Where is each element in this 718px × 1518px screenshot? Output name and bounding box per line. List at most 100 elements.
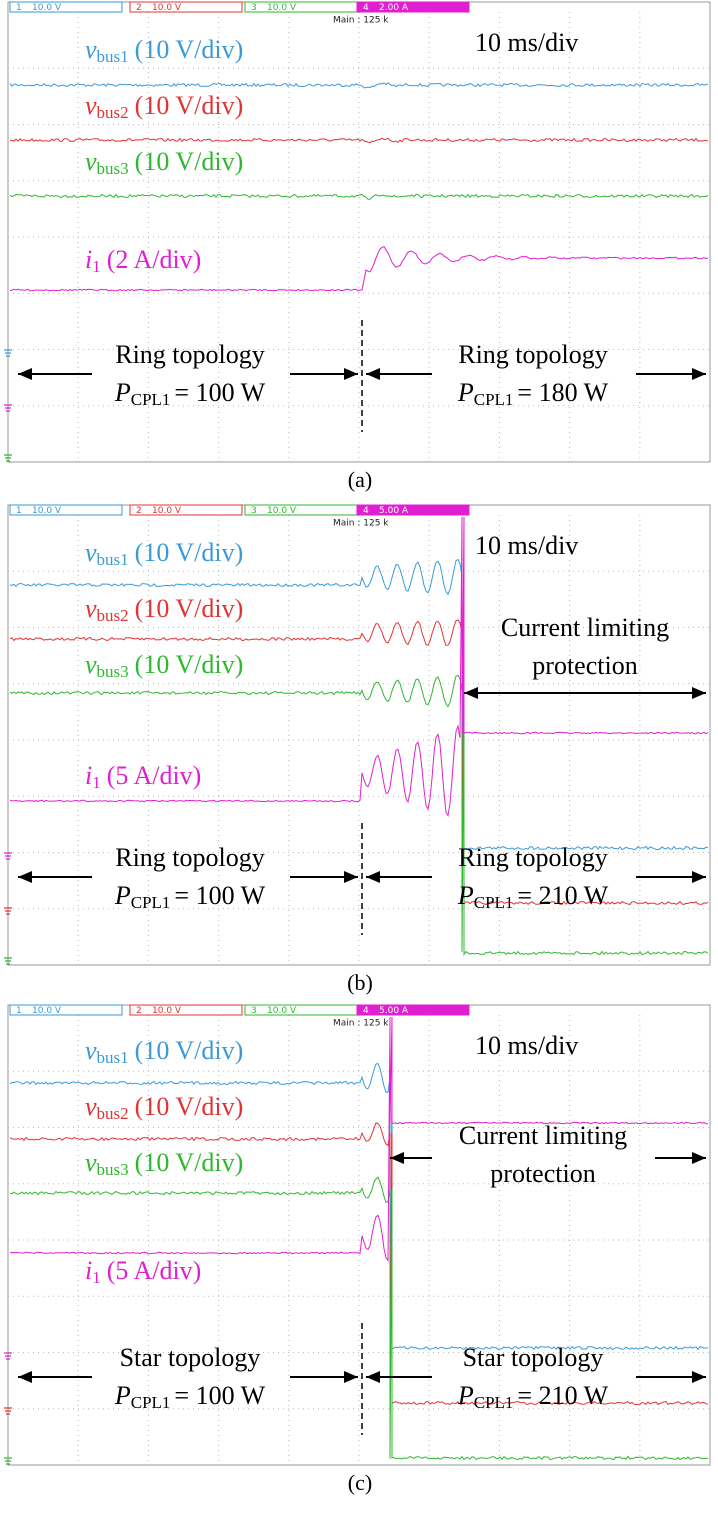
power-symbol: P xyxy=(457,1381,474,1410)
arrow-head xyxy=(344,1371,358,1383)
ground-marker xyxy=(4,907,12,915)
channel-scale: 10.0 V xyxy=(32,506,62,516)
ground-marker xyxy=(4,1407,12,1415)
scope-panel: 1 10.0 V 2 10.0 V 3 10.0 V 4 5.00 A Main : 125 k… xyxy=(4,1004,711,1495)
power-symbol: P xyxy=(457,378,474,407)
topology-label: Ring topology xyxy=(458,843,608,872)
trace-symbol: v xyxy=(85,1148,97,1177)
waveform xyxy=(9,193,709,200)
power-subscript: CPL1 xyxy=(131,390,171,409)
channel-scale: 10.0 V xyxy=(267,1006,297,1016)
trace-symbol: v xyxy=(85,1092,97,1121)
channel-box xyxy=(129,504,243,516)
trace-scale: (10 V/div) xyxy=(135,1092,244,1121)
waveform xyxy=(9,245,709,292)
channel-number: 4 xyxy=(363,1006,369,1016)
ground-marker xyxy=(4,404,12,412)
channel-box xyxy=(9,1004,123,1016)
trace-label: vbus1 (10 V/div) xyxy=(85,538,243,569)
channel-box xyxy=(244,1004,358,1016)
topology-label: Ring topology xyxy=(458,340,608,369)
channel-number: 3 xyxy=(251,1006,257,1016)
arrow-head xyxy=(344,871,358,883)
ground-marker xyxy=(4,957,12,965)
ground-marker xyxy=(4,852,12,860)
trace-subscript: 1 xyxy=(92,773,101,792)
trace-symbol: i xyxy=(85,761,92,790)
channel-scale: 10.0 V xyxy=(32,3,62,13)
power-subscript: CPL1 xyxy=(474,390,514,409)
power-symbol: P xyxy=(457,881,474,910)
panel-caption: (a) xyxy=(348,467,372,492)
channel-scale: 10.0 V xyxy=(152,506,182,516)
power-subscript: CPL1 xyxy=(474,1393,514,1412)
trace-label: vbus3 (10 V/div) xyxy=(85,147,243,178)
power-value: = 180 W xyxy=(517,378,608,407)
timebase-readout: Main : 125 k xyxy=(333,519,389,529)
arrow-head xyxy=(344,368,358,380)
ground-marker xyxy=(4,349,12,357)
timebase-readout: Main : 125 k xyxy=(333,1019,389,1029)
trace-subscript: bus1 xyxy=(97,47,129,66)
channel-box xyxy=(244,1,358,13)
power-value: = 100 W xyxy=(174,881,265,910)
trace-scale: (10 V/div) xyxy=(135,538,244,567)
waveform xyxy=(9,82,709,89)
topology-label: Star topology xyxy=(463,1343,604,1372)
channel-box xyxy=(129,1004,243,1016)
trace-label: i1 (5 A/div) xyxy=(85,1256,201,1287)
panel-caption: (b) xyxy=(347,970,373,995)
waveform xyxy=(9,1122,709,1406)
trace-scale: (10 V/div) xyxy=(135,147,244,176)
time-scale: 10 ms/div xyxy=(475,531,578,560)
protection-label: protection xyxy=(532,651,637,680)
trace-label: vbus3 (10 V/div) xyxy=(85,650,243,681)
power-symbol: P xyxy=(114,378,131,407)
channel-scale: 2.00 A xyxy=(379,3,409,13)
trace-subscript: bus2 xyxy=(97,606,129,625)
channel-number: 2 xyxy=(136,3,142,13)
arrow-head xyxy=(464,687,478,699)
channel-box xyxy=(356,1,470,13)
trace-symbol: v xyxy=(85,91,97,120)
trace-symbol: v xyxy=(85,1036,97,1065)
waveform xyxy=(9,1016,709,1263)
channel-box xyxy=(129,1,243,13)
trace-label: i1 (5 A/div) xyxy=(85,761,201,792)
trace-scale: (10 V/div) xyxy=(135,650,244,679)
trace-subscript: bus3 xyxy=(97,159,129,178)
trace-symbol: v xyxy=(85,538,97,567)
arrow-head xyxy=(692,871,706,883)
power-value: = 100 W xyxy=(174,378,265,407)
channel-box xyxy=(356,504,470,516)
power-label: PCPL1 = 100 W xyxy=(114,881,266,912)
time-scale: 10 ms/div xyxy=(475,1031,578,1060)
arrow-head xyxy=(692,1152,706,1164)
trace-scale: (2 A/div) xyxy=(107,245,202,274)
scope-panel: 1 10.0 V 2 10.0 V 3 10.0 V 4 2.00 A Main : 125 k… xyxy=(4,1,711,492)
channel-number: 4 xyxy=(363,3,369,13)
power-label: PCPL1 = 210 W xyxy=(457,1381,609,1412)
ground-marker xyxy=(4,1457,12,1465)
power-label: PCPL1 = 100 W xyxy=(114,378,266,409)
topology-label: Ring topology xyxy=(115,843,265,872)
waveform xyxy=(9,674,709,956)
trace-label: vbus2 (10 V/div) xyxy=(85,91,243,122)
power-label: PCPL1 = 180 W xyxy=(457,378,609,409)
waveform xyxy=(9,619,709,905)
timebase-readout: Main : 125 k xyxy=(333,16,389,26)
arrow-head xyxy=(18,368,32,380)
channel-scale: 5.00 A xyxy=(379,1006,409,1016)
trace-label: vbus1 (10 V/div) xyxy=(85,35,243,66)
channel-scale: 5.00 A xyxy=(379,506,409,516)
channel-scale: 10.0 V xyxy=(267,3,297,13)
waveform xyxy=(10,137,709,144)
arrow-head xyxy=(692,687,706,699)
power-label: PCPL1 = 100 W xyxy=(114,1381,266,1412)
panel-caption: (c) xyxy=(348,1470,372,1495)
channel-box xyxy=(9,1,123,13)
trace-subscript: bus1 xyxy=(97,1048,129,1067)
ground-marker xyxy=(4,1352,12,1360)
